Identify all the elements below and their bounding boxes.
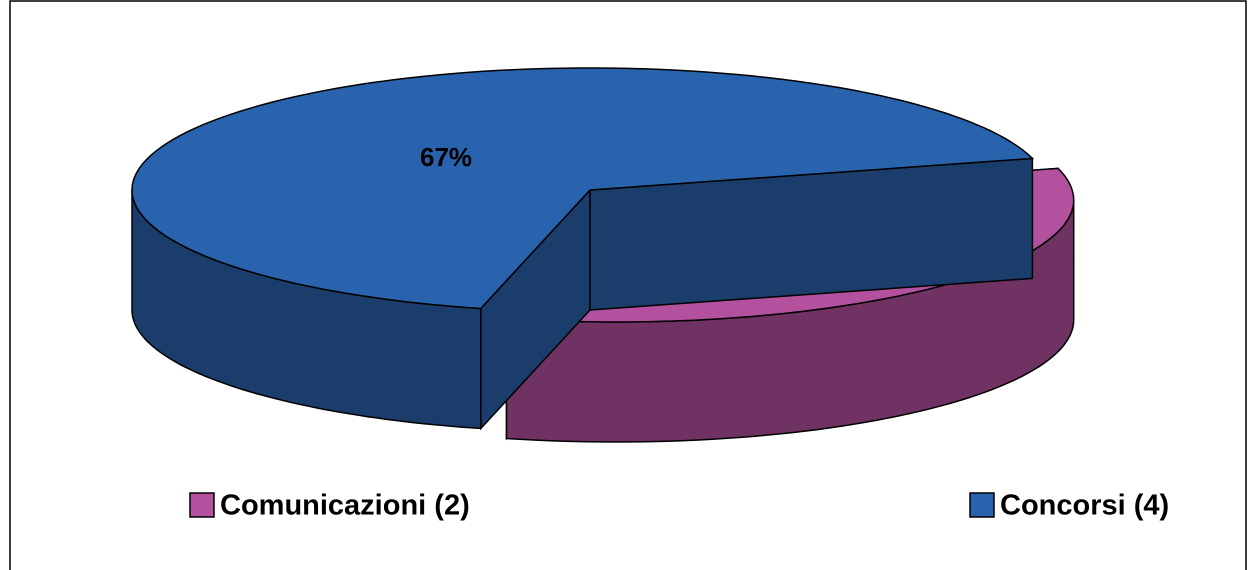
data-label: 67% [420,142,472,172]
legend-swatch [189,492,215,518]
legend-label: Comunicazioni (2) [220,490,470,522]
pie-slice: 67% [131,67,1035,431]
slice-top [131,67,1035,310]
legend-label: Concorsi (4) [1000,490,1169,522]
legend-swatch [969,492,995,518]
